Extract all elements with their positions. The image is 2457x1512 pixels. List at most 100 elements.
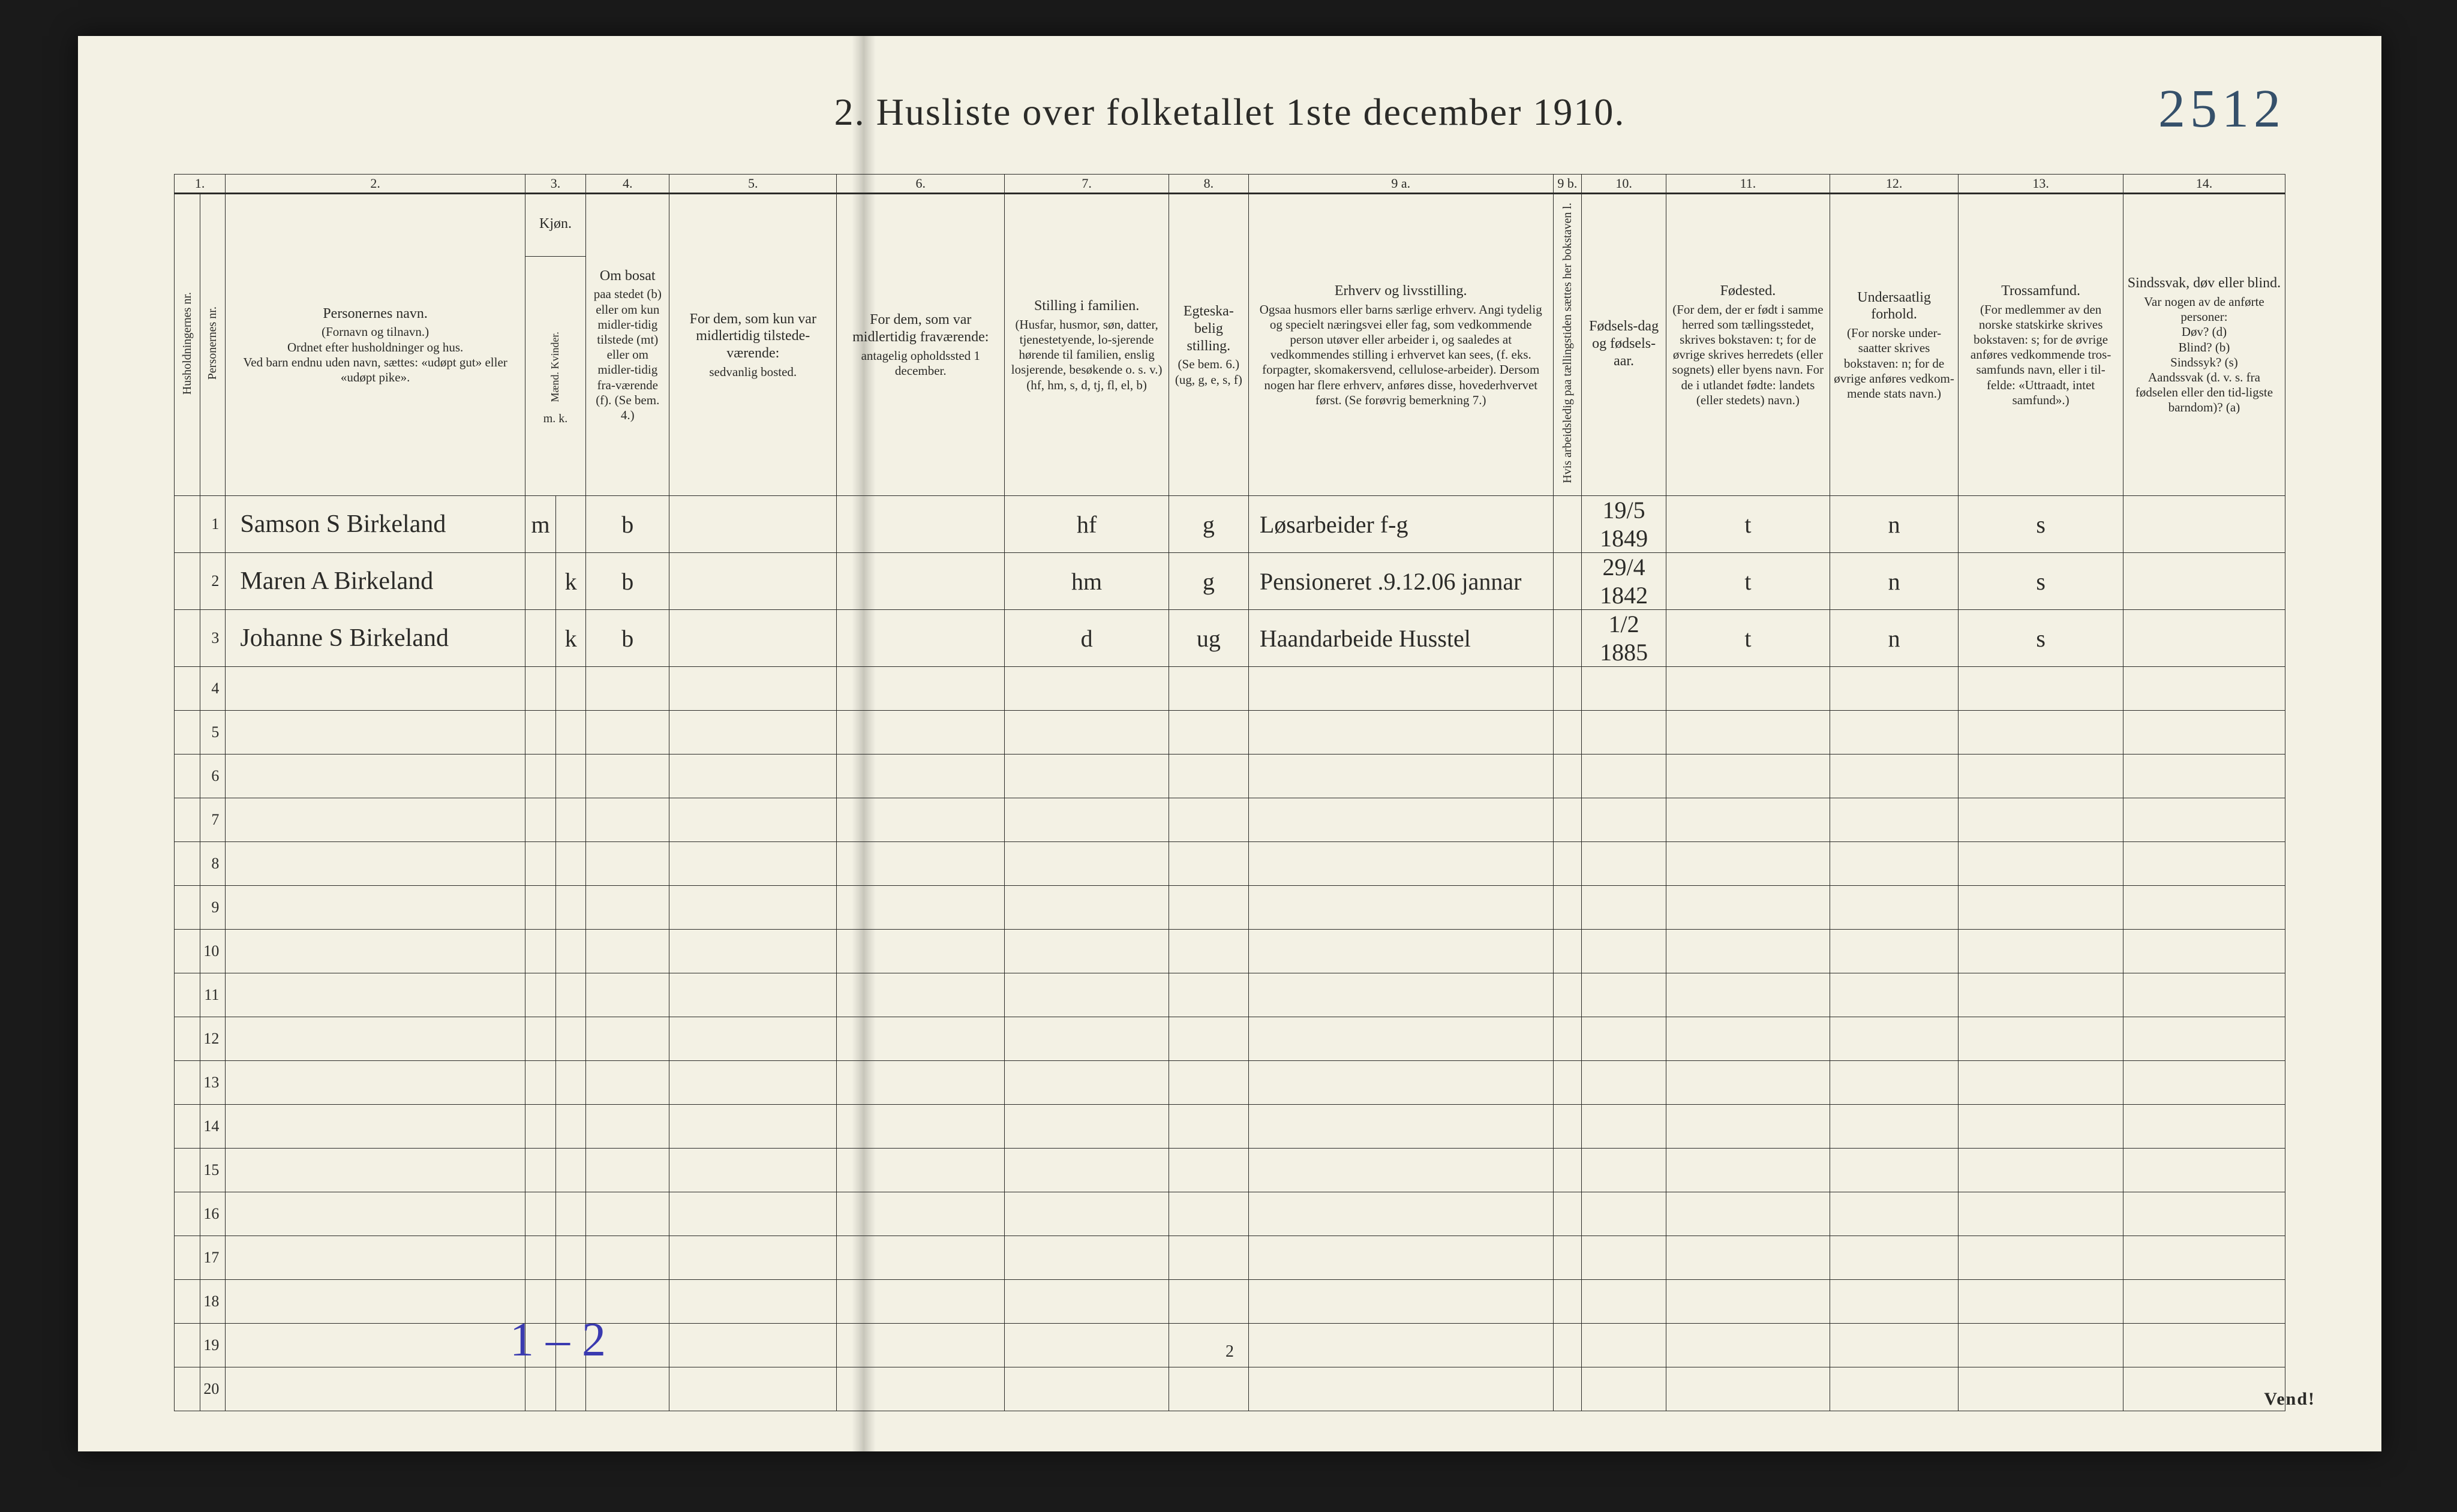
cell-empty [1169, 930, 1248, 973]
cell-empty [226, 1105, 525, 1149]
cell-erhverv: Løsarbeider f-g [1248, 496, 1553, 553]
cell-person-nr: 5 [200, 711, 226, 755]
cell-sindssvak [2123, 496, 2285, 553]
cell-empty [226, 667, 525, 711]
cell-empty [525, 667, 555, 711]
cell-empty [2123, 973, 2285, 1017]
cell-empty [1005, 842, 1169, 886]
cell-empty [1169, 1017, 1248, 1061]
cell-empty [1248, 1105, 1553, 1149]
cell-empty [586, 1061, 669, 1105]
cell-empty [1169, 1061, 1248, 1105]
cell-person-nr: 11 [200, 973, 226, 1017]
cell-egteskab: g [1169, 553, 1248, 610]
cell-person-nr: 14 [200, 1105, 226, 1149]
table-row: 2Maren A BirkelandkbhmgPensioneret .9.12… [175, 553, 2285, 610]
cell-sex-k [556, 496, 586, 553]
cell-empty [1830, 667, 1959, 711]
cell-empty [226, 1061, 525, 1105]
cell-empty [556, 755, 586, 798]
cell-empty [1582, 1236, 1666, 1280]
col-head-2: Personernes navn. (Fornavn og tilnavn.) … [226, 194, 525, 496]
cell-empty [226, 973, 525, 1017]
cell-empty [525, 711, 555, 755]
cell-empty [1553, 1061, 1582, 1105]
cell-household-nr [175, 842, 200, 886]
cell-empty [1005, 973, 1169, 1017]
cell-empty [1248, 1236, 1553, 1280]
cell-fodested: t [1666, 553, 1830, 610]
cell-empty [1959, 930, 2123, 973]
cell-empty [226, 1017, 525, 1061]
cell-empty [1666, 755, 1830, 798]
col-num-10: 10. [1582, 175, 1666, 194]
cell-erhverv: Haandarbeide Husstel [1248, 610, 1553, 667]
cell-household-nr [175, 1367, 200, 1411]
cell-empty [1666, 1061, 1830, 1105]
cell-empty [525, 886, 555, 930]
cell-person-nr: 18 [200, 1280, 226, 1324]
cell-person-nr: 3 [200, 610, 226, 667]
cell-empty [586, 1149, 669, 1192]
cell-empty [1169, 755, 1248, 798]
cell-empty [556, 711, 586, 755]
cell-person-nr: 7 [200, 798, 226, 842]
cell-household-nr [175, 930, 200, 973]
cell-empty [226, 886, 525, 930]
cell-empty [837, 930, 1005, 973]
cell-empty [586, 973, 669, 1017]
cell-empty [586, 1236, 669, 1280]
cell-empty [1666, 667, 1830, 711]
cell-empty [1248, 1017, 1553, 1061]
cell-empty [226, 711, 525, 755]
cell-household-nr [175, 1105, 200, 1149]
cell-empty [1666, 1105, 1830, 1149]
cell-trossamfund: s [1959, 553, 2123, 610]
col-head-1b: Personernes nr. [200, 194, 226, 496]
cell-empty [837, 1105, 1005, 1149]
cell-empty [1169, 1236, 1248, 1280]
cell-person-nr: 15 [200, 1149, 226, 1192]
cell-empty [1666, 711, 1830, 755]
cell-sex-m [525, 553, 555, 610]
cell-empty [1553, 1236, 1582, 1280]
cell-household-nr [175, 798, 200, 842]
cell-empty [1666, 842, 1830, 886]
table-row-empty: 13 [175, 1061, 2285, 1105]
cell-empty [2123, 798, 2285, 842]
col-head-8: Egteska-belig stilling. (Se bem. 6.) (ug… [1169, 194, 1248, 496]
cell-empty [1666, 1017, 1830, 1061]
cell-empty [1553, 755, 1582, 798]
cell-empty [1582, 1192, 1666, 1236]
cell-empty [2123, 1367, 2285, 1411]
cell-empty [586, 755, 669, 798]
cell-empty [556, 1192, 586, 1236]
cell-empty [556, 667, 586, 711]
cell-bosat: b [586, 496, 669, 553]
cell-empty [1830, 886, 1959, 930]
cell-household-nr [175, 1236, 200, 1280]
cell-household-nr [175, 496, 200, 553]
cell-empty [1553, 1192, 1582, 1236]
cell-empty [586, 667, 669, 711]
cell-empty [1553, 1017, 1582, 1061]
cell-empty [669, 886, 837, 930]
cell-empty [1582, 1367, 1666, 1411]
cell-empty [1005, 798, 1169, 842]
cell-fodselsdato: 1/2 1885 [1582, 610, 1666, 667]
cell-empty [1666, 1192, 1830, 1236]
cell-empty [1582, 1017, 1666, 1061]
cell-egteskab: g [1169, 496, 1248, 553]
cell-person-nr: 17 [200, 1236, 226, 1280]
cell-empty [226, 1236, 525, 1280]
table-row-empty: 10 [175, 930, 2285, 973]
cell-person-nr: 9 [200, 886, 226, 930]
cell-bosat: b [586, 553, 669, 610]
cell-empty [1005, 667, 1169, 711]
cell-empty [525, 1192, 555, 1236]
cell-empty [1005, 930, 1169, 973]
cell-household-nr [175, 886, 200, 930]
col-head-3-title: Kjøn. [525, 194, 585, 257]
cell-empty [837, 1280, 1005, 1324]
cell-empty [1005, 1105, 1169, 1149]
